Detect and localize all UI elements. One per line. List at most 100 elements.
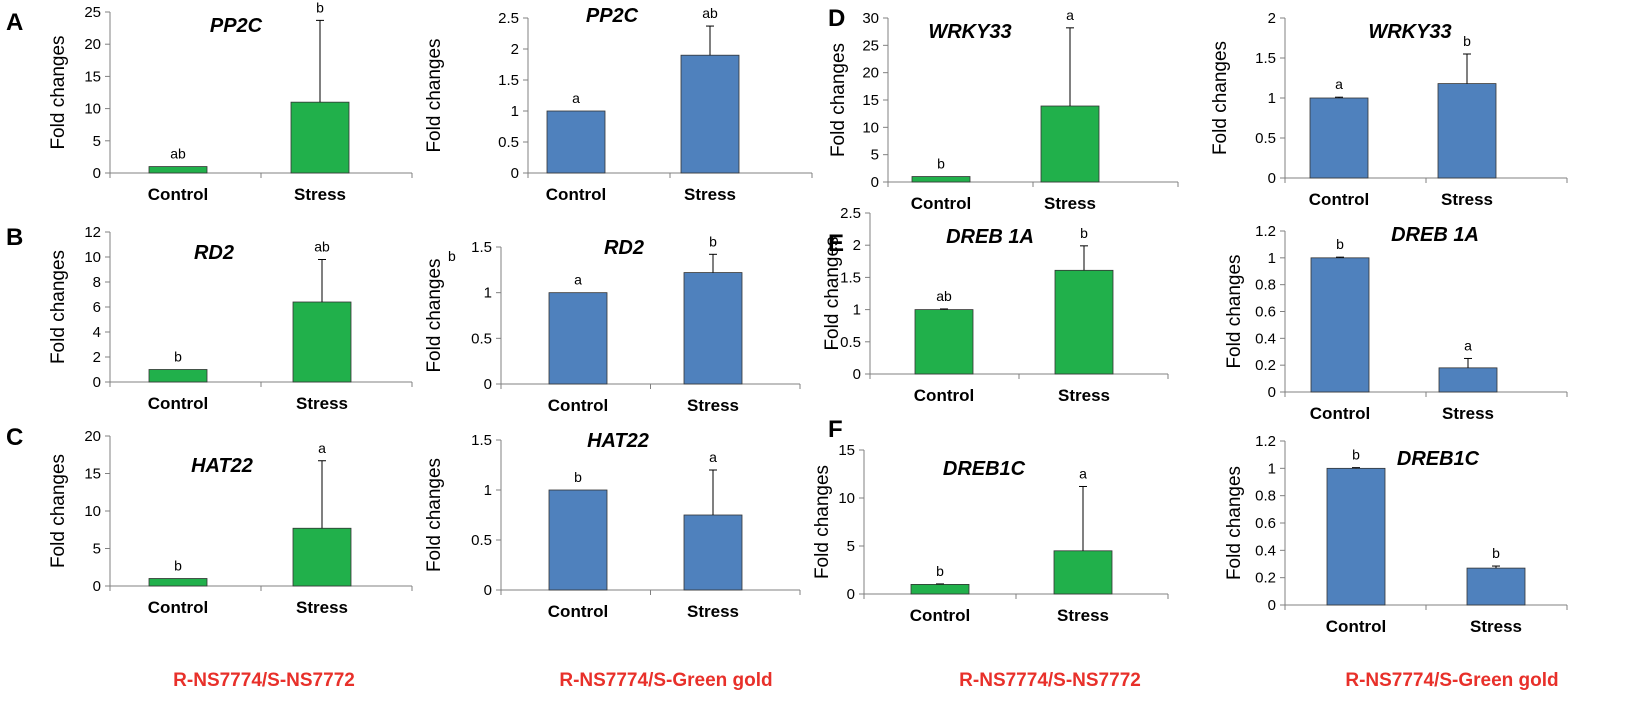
- y-tick-label: 10: [838, 490, 855, 507]
- y-tick-label: 1.5: [471, 432, 492, 449]
- y-axis-label: Fold changes: [424, 458, 445, 572]
- y-tick-label: 5: [871, 147, 879, 164]
- y-tick-label: 10: [84, 249, 101, 266]
- y-tick-label: 1.5: [471, 239, 492, 256]
- y-tick-label: 10: [84, 101, 101, 118]
- y-tick-label: 2: [853, 237, 861, 254]
- y-tick-label: 0: [1268, 170, 1276, 187]
- significance-label: b: [1352, 447, 1360, 463]
- significance-label: ab: [170, 146, 186, 162]
- bar-stress: [1054, 269, 1114, 375]
- y-tick-label: 2.5: [840, 205, 861, 222]
- y-tick-label: 0.2: [1255, 570, 1276, 587]
- x-tick-label: Stress: [687, 602, 739, 621]
- x-tick-label: Control: [548, 602, 608, 621]
- significance-label: a: [1464, 337, 1472, 353]
- y-tick-label: 20: [862, 65, 879, 82]
- chart-panel-5: B Fold changes RD2 0 2 4 6 8 10 12 b Control ab Stres…: [6, 224, 413, 413]
- chart-title: RD2: [194, 242, 234, 264]
- bar-stress: [290, 101, 350, 174]
- y-tick-label: 15: [838, 442, 855, 459]
- y-tick-label: 0.2: [1255, 357, 1276, 374]
- bar-control: [148, 578, 208, 587]
- y-tick-label: 0.5: [471, 532, 492, 549]
- footer-label-1: R-NS7774/S-NS7772: [173, 670, 355, 691]
- y-tick-label: 25: [862, 37, 879, 54]
- y-tick-label: 5: [847, 538, 855, 555]
- y-tick-label: 0.5: [1255, 130, 1276, 147]
- y-tick-label: 10: [84, 503, 101, 520]
- y-tick-label: 0: [1268, 597, 1276, 614]
- y-tick-label: 0: [484, 582, 492, 599]
- chart-panel-3: D Fold changes WRKY33 0 5 10 15 20 25 30 b Control a…: [828, 5, 1179, 213]
- y-tick-label: 2: [1268, 10, 1276, 27]
- chart-title: RD2: [604, 237, 644, 259]
- chart-title: DREB1C: [943, 458, 1026, 480]
- y-tick-label: 0: [93, 578, 101, 595]
- chart-panel-10: Fold changes HAT22 0 0.5 1 1.5 b Control a Stress: [424, 430, 801, 621]
- y-tick-label: 20: [84, 428, 101, 445]
- y-tick-label: 0.8: [1255, 277, 1276, 294]
- chart-title: WRKY33: [1368, 21, 1451, 43]
- y-tick-label: 1: [511, 103, 519, 120]
- y-tick-label: 0: [93, 374, 101, 391]
- y-tick-label: 2.5: [498, 10, 519, 27]
- y-tick-label: 20: [84, 36, 101, 53]
- significance-label: b: [1463, 33, 1471, 49]
- chart-title: DREB 1A: [1391, 224, 1479, 246]
- chart-title: HAT22: [587, 430, 649, 452]
- x-tick-label: Control: [548, 396, 608, 415]
- y-tick-label: 30: [862, 10, 879, 27]
- x-tick-label: Control: [546, 185, 606, 204]
- y-tick-label: 0.4: [1255, 330, 1276, 347]
- y-tick-label: 1.5: [840, 269, 861, 286]
- y-tick-label: 12: [84, 224, 101, 241]
- y-axis-label: Fold changes: [48, 35, 69, 149]
- significance-label: b: [174, 558, 182, 574]
- y-axis-label: Fold changes: [812, 465, 833, 579]
- y-tick-label: 15: [862, 92, 879, 109]
- y-tick-label: 2: [93, 349, 101, 366]
- x-tick-label: Stress: [687, 396, 739, 415]
- significance-label: a: [1335, 76, 1343, 92]
- x-tick-label: Stress: [294, 185, 346, 204]
- bar-stress: [1466, 567, 1526, 606]
- y-tick-label: 0: [1268, 384, 1276, 401]
- x-tick-label: Control: [910, 606, 970, 625]
- y-tick-label: 5: [93, 133, 101, 150]
- x-tick-label: Stress: [1441, 190, 1493, 209]
- bar-control: [910, 584, 970, 595]
- chart-panel-9: C Fold changes HAT22 0 5 10 15 20 b Control a Stres…: [6, 424, 413, 617]
- significance-label: a: [709, 449, 717, 465]
- x-tick-label: Control: [914, 386, 974, 405]
- y-tick-label: 0: [871, 174, 879, 191]
- chart-panel-12: Fold changes DREB1C 0 0.2 0.4 0.6 0.8 1 1.2 b Cont…: [1224, 433, 1568, 636]
- bar-stress: [680, 54, 740, 174]
- chart-panel-11: F Fold changes DREB1C 0 5 10 15 b Control a Stress: [812, 416, 1169, 625]
- significance-label: b: [709, 233, 717, 249]
- bar-stress: [292, 301, 352, 383]
- y-tick-label: 1.2: [1255, 433, 1276, 450]
- y-tick-label: 0: [511, 165, 519, 182]
- bar-stress: [683, 514, 743, 591]
- corner-significance-letter: b: [448, 248, 456, 264]
- y-axis-label: Fold changes: [822, 236, 843, 350]
- chart-panel-4: Fold changes WRKY33 0 0.5 1 1.5 2 a Control b Stre…: [1210, 10, 1568, 209]
- y-tick-label: 25: [84, 4, 101, 21]
- x-tick-label: Stress: [296, 394, 348, 413]
- y-tick-label: 0.6: [1255, 515, 1276, 532]
- x-tick-label: Stress: [684, 185, 736, 204]
- significance-label: b: [1336, 236, 1344, 252]
- footer-label-2: R-NS7774/S-Green gold: [559, 670, 772, 691]
- y-tick-label: 0: [847, 586, 855, 603]
- y-tick-label: 5: [93, 541, 101, 558]
- significance-label: b: [1492, 545, 1500, 561]
- bar-stress: [1053, 550, 1113, 595]
- y-tick-label: 2: [511, 41, 519, 58]
- significance-label: b: [937, 156, 945, 172]
- bar-stress: [1438, 367, 1498, 393]
- y-tick-label: 1: [853, 302, 861, 319]
- significance-label: b: [936, 563, 944, 579]
- bar-stress: [292, 527, 352, 587]
- significance-label: b: [316, 0, 324, 15]
